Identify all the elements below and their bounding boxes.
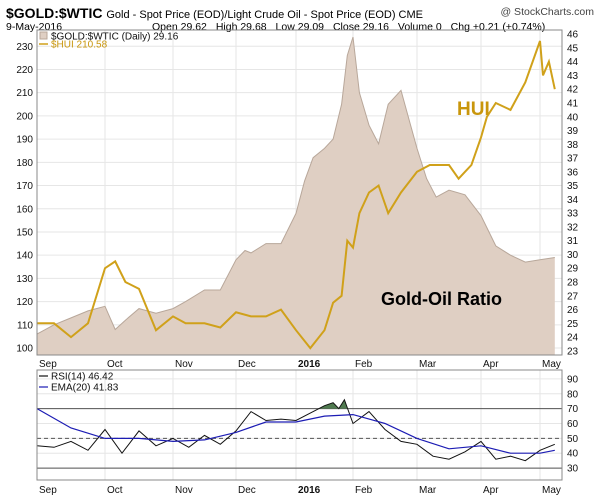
x-axis-tick-label: Feb bbox=[355, 359, 373, 370]
right-axis-tick-label: 44 bbox=[567, 57, 579, 68]
left-axis-tick-label: 150 bbox=[16, 227, 33, 238]
right-axis-tick-label: 31 bbox=[567, 236, 579, 247]
ema-legend-label: EMA(20) 41.83 bbox=[51, 383, 119, 394]
right-axis-tick-label: 36 bbox=[567, 167, 579, 178]
x-axis-tick-label: May bbox=[542, 359, 561, 370]
rsi-axis-tick-label: 60 bbox=[567, 419, 579, 430]
rsi-axis-ticks: Sep Oct Nov Dec 2016 Feb Mar Apr May 30 40 50 60 70 80… bbox=[39, 374, 579, 496]
rsi-axis-tick-label: 50 bbox=[567, 434, 579, 445]
right-axis-tick-label: 45 bbox=[567, 43, 579, 54]
x-axis-tick-label: Apr bbox=[483, 485, 499, 496]
main-legend: $GOLD:$WTIC (Daily) 29.16 $HUI 210.58 bbox=[39, 31, 179, 51]
x-axis-tick-label: Oct bbox=[107, 359, 123, 370]
rsi-axis-tick-label: 90 bbox=[567, 374, 579, 385]
chart-header: $GOLD:$WTIC Gold - Spot Price (EOD)/Ligh… bbox=[6, 5, 423, 21]
left-axis-tick-label: 200 bbox=[16, 111, 33, 122]
right-axis-tick-label: 32 bbox=[567, 222, 579, 233]
rsi-axis-tick-label: 30 bbox=[567, 464, 579, 475]
rsi-legend-label: RSI(14) 46.42 bbox=[51, 372, 114, 383]
stockcharts-watermark: @ StockCharts.com bbox=[500, 6, 594, 18]
right-axis-tick-label: 26 bbox=[567, 305, 579, 316]
right-axis-tick-label: 34 bbox=[567, 195, 579, 206]
right-axis-tick-label: 39 bbox=[567, 126, 579, 137]
ema-line bbox=[36, 408, 555, 454]
left-axis-tick-label: 100 bbox=[16, 344, 33, 355]
rsi-axis-tick-label: 70 bbox=[567, 404, 579, 415]
right-axis-tick-label: 24 bbox=[567, 333, 579, 344]
left-axis-tick-label: 230 bbox=[16, 42, 33, 53]
right-axis-tick-label: 38 bbox=[567, 140, 579, 151]
left-axis-tick-label: 180 bbox=[16, 158, 33, 169]
hui-annotation: HUI bbox=[457, 99, 490, 120]
hui-legend-label: $HUI 210.58 bbox=[51, 40, 108, 51]
left-axis-tick-label: 220 bbox=[16, 65, 33, 76]
left-axis-tick-label: 140 bbox=[16, 251, 33, 262]
symbol-title: $GOLD:$WTIC bbox=[6, 5, 103, 21]
right-axis-tick-label: 23 bbox=[567, 346, 579, 357]
x-axis-tick-label: Sep bbox=[39, 485, 57, 496]
ratio-legend-label: $GOLD:$WTIC (Daily) 29.16 bbox=[51, 32, 179, 43]
left-axis-tick-label: 210 bbox=[16, 88, 33, 99]
left-axis-tick-label: 130 bbox=[16, 274, 33, 285]
x-axis-tick-label: Nov bbox=[175, 485, 193, 496]
gold-oil-ratio-line bbox=[36, 36, 555, 335]
gold-oil-ratio-area bbox=[37, 37, 555, 355]
symbol-description: Gold - Spot Price (EOD)/Light Crude Oil … bbox=[106, 9, 423, 21]
rsi-legend: RSI(14) 46.42 EMA(20) 41.83 bbox=[39, 372, 119, 394]
right-axis-tick-label: 27 bbox=[567, 291, 579, 302]
main-axis-ticks: 100 110 120 130 140 150 160 170 180 190 200 210 220 2… bbox=[16, 30, 578, 370]
left-axis-tick-label: 120 bbox=[16, 297, 33, 308]
right-axis-tick-label: 33 bbox=[567, 209, 579, 220]
x-axis-tick-label: 2016 bbox=[298, 485, 321, 496]
rsi-line bbox=[36, 398, 555, 462]
x-axis-tick-label: 2016 bbox=[298, 359, 321, 370]
main-panel-frame bbox=[36, 29, 563, 356]
x-axis-tick-label: May bbox=[542, 485, 561, 496]
right-axis-tick-label: 30 bbox=[567, 250, 579, 261]
x-axis-tick-label: Dec bbox=[238, 485, 256, 496]
left-axis-tick-label: 190 bbox=[16, 135, 33, 146]
x-axis-tick-label: Feb bbox=[355, 485, 373, 496]
right-axis-tick-label: 37 bbox=[567, 154, 579, 165]
left-axis-tick-label: 170 bbox=[16, 181, 33, 192]
ratio-legend-swatch bbox=[39, 31, 48, 40]
left-axis-tick-label: 160 bbox=[16, 204, 33, 215]
left-axis-tick-label: 110 bbox=[17, 320, 33, 331]
x-axis-tick-label: Apr bbox=[483, 359, 499, 370]
right-axis-tick-label: 41 bbox=[567, 98, 579, 109]
right-axis-tick-label: 29 bbox=[567, 264, 579, 275]
x-axis-tick-label: Oct bbox=[107, 485, 123, 496]
x-axis-tick-label: Sep bbox=[39, 359, 57, 370]
rsi-panel-frame bbox=[36, 369, 563, 481]
right-axis-tick-label: 42 bbox=[567, 85, 579, 96]
x-axis-tick-label: Nov bbox=[175, 359, 193, 370]
hui-line bbox=[37, 40, 556, 350]
right-axis-tick-label: 25 bbox=[567, 319, 579, 330]
right-axis-tick-label: 40 bbox=[567, 112, 579, 123]
right-axis-tick-label: 46 bbox=[567, 30, 579, 41]
gold-oil-ratio-annotation: Gold-Oil Ratio bbox=[381, 289, 502, 309]
rsi-axis-tick-label: 40 bbox=[567, 449, 579, 460]
x-axis-tick-label: Dec bbox=[238, 359, 256, 370]
x-axis-tick-label: Mar bbox=[419, 485, 437, 496]
volume-value: 0 bbox=[435, 21, 442, 33]
right-axis-tick-label: 43 bbox=[567, 71, 579, 82]
right-axis-tick-label: 35 bbox=[567, 181, 579, 192]
x-axis-tick-label: Mar bbox=[419, 359, 437, 370]
right-axis-tick-label: 28 bbox=[567, 278, 579, 289]
rsi-axis-tick-label: 80 bbox=[567, 389, 579, 400]
